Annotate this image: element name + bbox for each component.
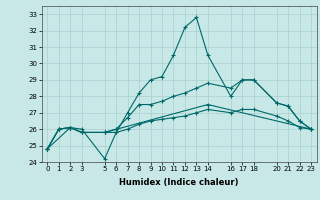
X-axis label: Humidex (Indice chaleur): Humidex (Indice chaleur) [119,178,239,187]
